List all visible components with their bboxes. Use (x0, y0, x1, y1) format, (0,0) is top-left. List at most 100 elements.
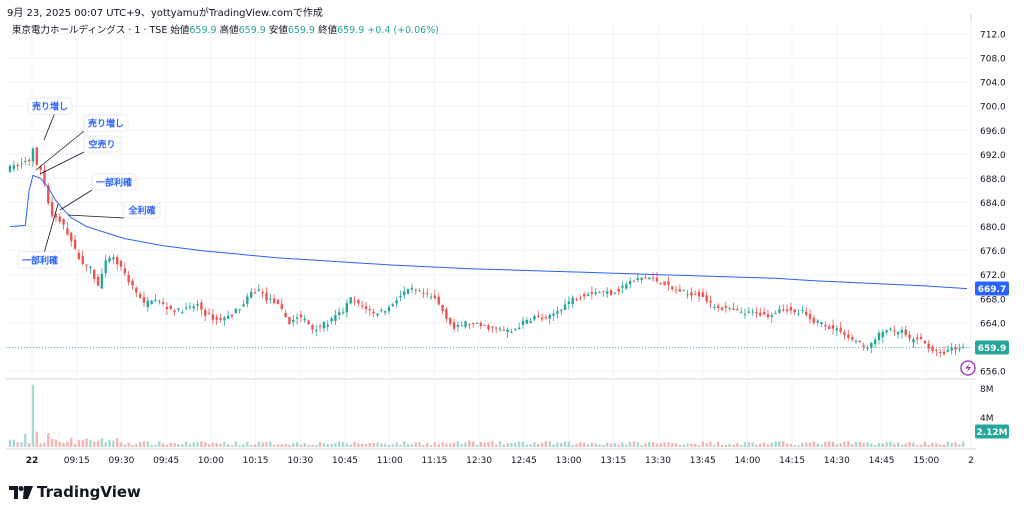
candle-body (177, 308, 180, 310)
vwap-price-tag: 669.7 (978, 285, 1006, 295)
candle-body (62, 219, 65, 225)
volume-bar (958, 444, 961, 447)
candle-body (115, 257, 119, 265)
volume-bar (104, 442, 107, 447)
volume-bar (295, 442, 299, 447)
volume-bar (238, 445, 241, 447)
candle-body (820, 322, 823, 325)
candle-body (295, 317, 299, 319)
volume-bar (785, 443, 789, 447)
candle-body (583, 294, 586, 297)
candle-body (322, 321, 326, 329)
candle-body (644, 277, 647, 279)
volume-bar (54, 439, 58, 447)
volume-bar (181, 444, 184, 447)
volume-bar (376, 442, 379, 447)
volume-bar (165, 444, 169, 447)
candle-body (311, 325, 314, 330)
candle-body (318, 326, 322, 328)
candle-body (916, 337, 919, 340)
candle-body (621, 285, 624, 288)
candle-body (590, 291, 594, 294)
annotation-label: 売り増し (32, 101, 68, 113)
volume-bar (881, 443, 884, 447)
volume-bar (533, 442, 536, 447)
candle-body (353, 301, 356, 303)
candle-body (433, 295, 437, 299)
tradingview-logo[interactable]: TradingView (9, 483, 141, 501)
volume-bar (158, 441, 161, 447)
volume-bar (8, 439, 12, 447)
candle-body (403, 291, 406, 296)
candle-body (544, 317, 548, 319)
volume-bar (594, 443, 597, 447)
volume-bar (671, 443, 674, 447)
volume-bar (39, 443, 42, 447)
candle-body (123, 268, 127, 274)
candle-body (824, 325, 827, 327)
volume-bar (686, 443, 689, 447)
candle-body (594, 292, 597, 295)
alert-icon[interactable] (960, 360, 976, 376)
candle-body (426, 293, 429, 295)
volume-bar (441, 442, 444, 447)
candle-body (778, 309, 781, 313)
volume-bar (946, 441, 950, 447)
volume-bar (831, 441, 835, 447)
legend-part: 始値 (170, 24, 190, 36)
volume-bar (81, 439, 84, 447)
candle-body (223, 317, 226, 321)
candle-body (828, 326, 831, 329)
volume-bar (177, 443, 180, 447)
candle-body (288, 316, 291, 325)
candle-body (927, 343, 930, 349)
candle-body (261, 291, 264, 294)
volume-bar (196, 441, 199, 447)
volume-bar (468, 440, 471, 447)
time-tick-label: 10:15 (243, 456, 269, 466)
volume-bar (338, 441, 341, 447)
candle-body (161, 302, 165, 304)
candle-body (525, 319, 528, 324)
candle-body (330, 318, 333, 322)
volume-bar (766, 444, 770, 447)
time-tick-label: 13:45 (690, 456, 716, 466)
candle-body (713, 306, 716, 308)
volume-bar (778, 441, 781, 447)
volume-bar (452, 442, 456, 447)
volume-bar (682, 444, 685, 447)
volume-bar (12, 439, 16, 447)
candle-body (85, 264, 88, 266)
volume-bar (540, 442, 544, 447)
candle-body (93, 269, 96, 280)
candle-body (563, 304, 567, 311)
candle-body (188, 306, 192, 308)
candle-body (73, 239, 77, 249)
candle-body (338, 312, 341, 316)
volume-bar (923, 441, 927, 447)
candle-body (950, 347, 953, 351)
volume-bar (303, 442, 306, 447)
candle-body (479, 322, 483, 326)
volume-bar (20, 442, 23, 447)
time-tick-label: 11:15 (421, 456, 447, 466)
candle-body (127, 274, 130, 283)
candle-body (743, 314, 747, 316)
candle-body (100, 273, 104, 289)
volume-bar (636, 442, 639, 447)
candle-body (483, 324, 486, 326)
volume-bar (954, 442, 957, 447)
volume-bar (919, 444, 923, 447)
volume-bar (96, 440, 100, 447)
volume-bar (674, 443, 678, 447)
time-tick-label: 12:45 (511, 456, 537, 466)
volume-bar (858, 441, 862, 447)
legend-part: 安値 (269, 24, 289, 36)
candle-body (847, 334, 850, 338)
price-tick-label: 672.0 (980, 271, 1006, 281)
candle-body (445, 309, 448, 319)
candle-body (862, 345, 865, 347)
volume-bar (560, 442, 563, 447)
candle-body (39, 166, 42, 170)
